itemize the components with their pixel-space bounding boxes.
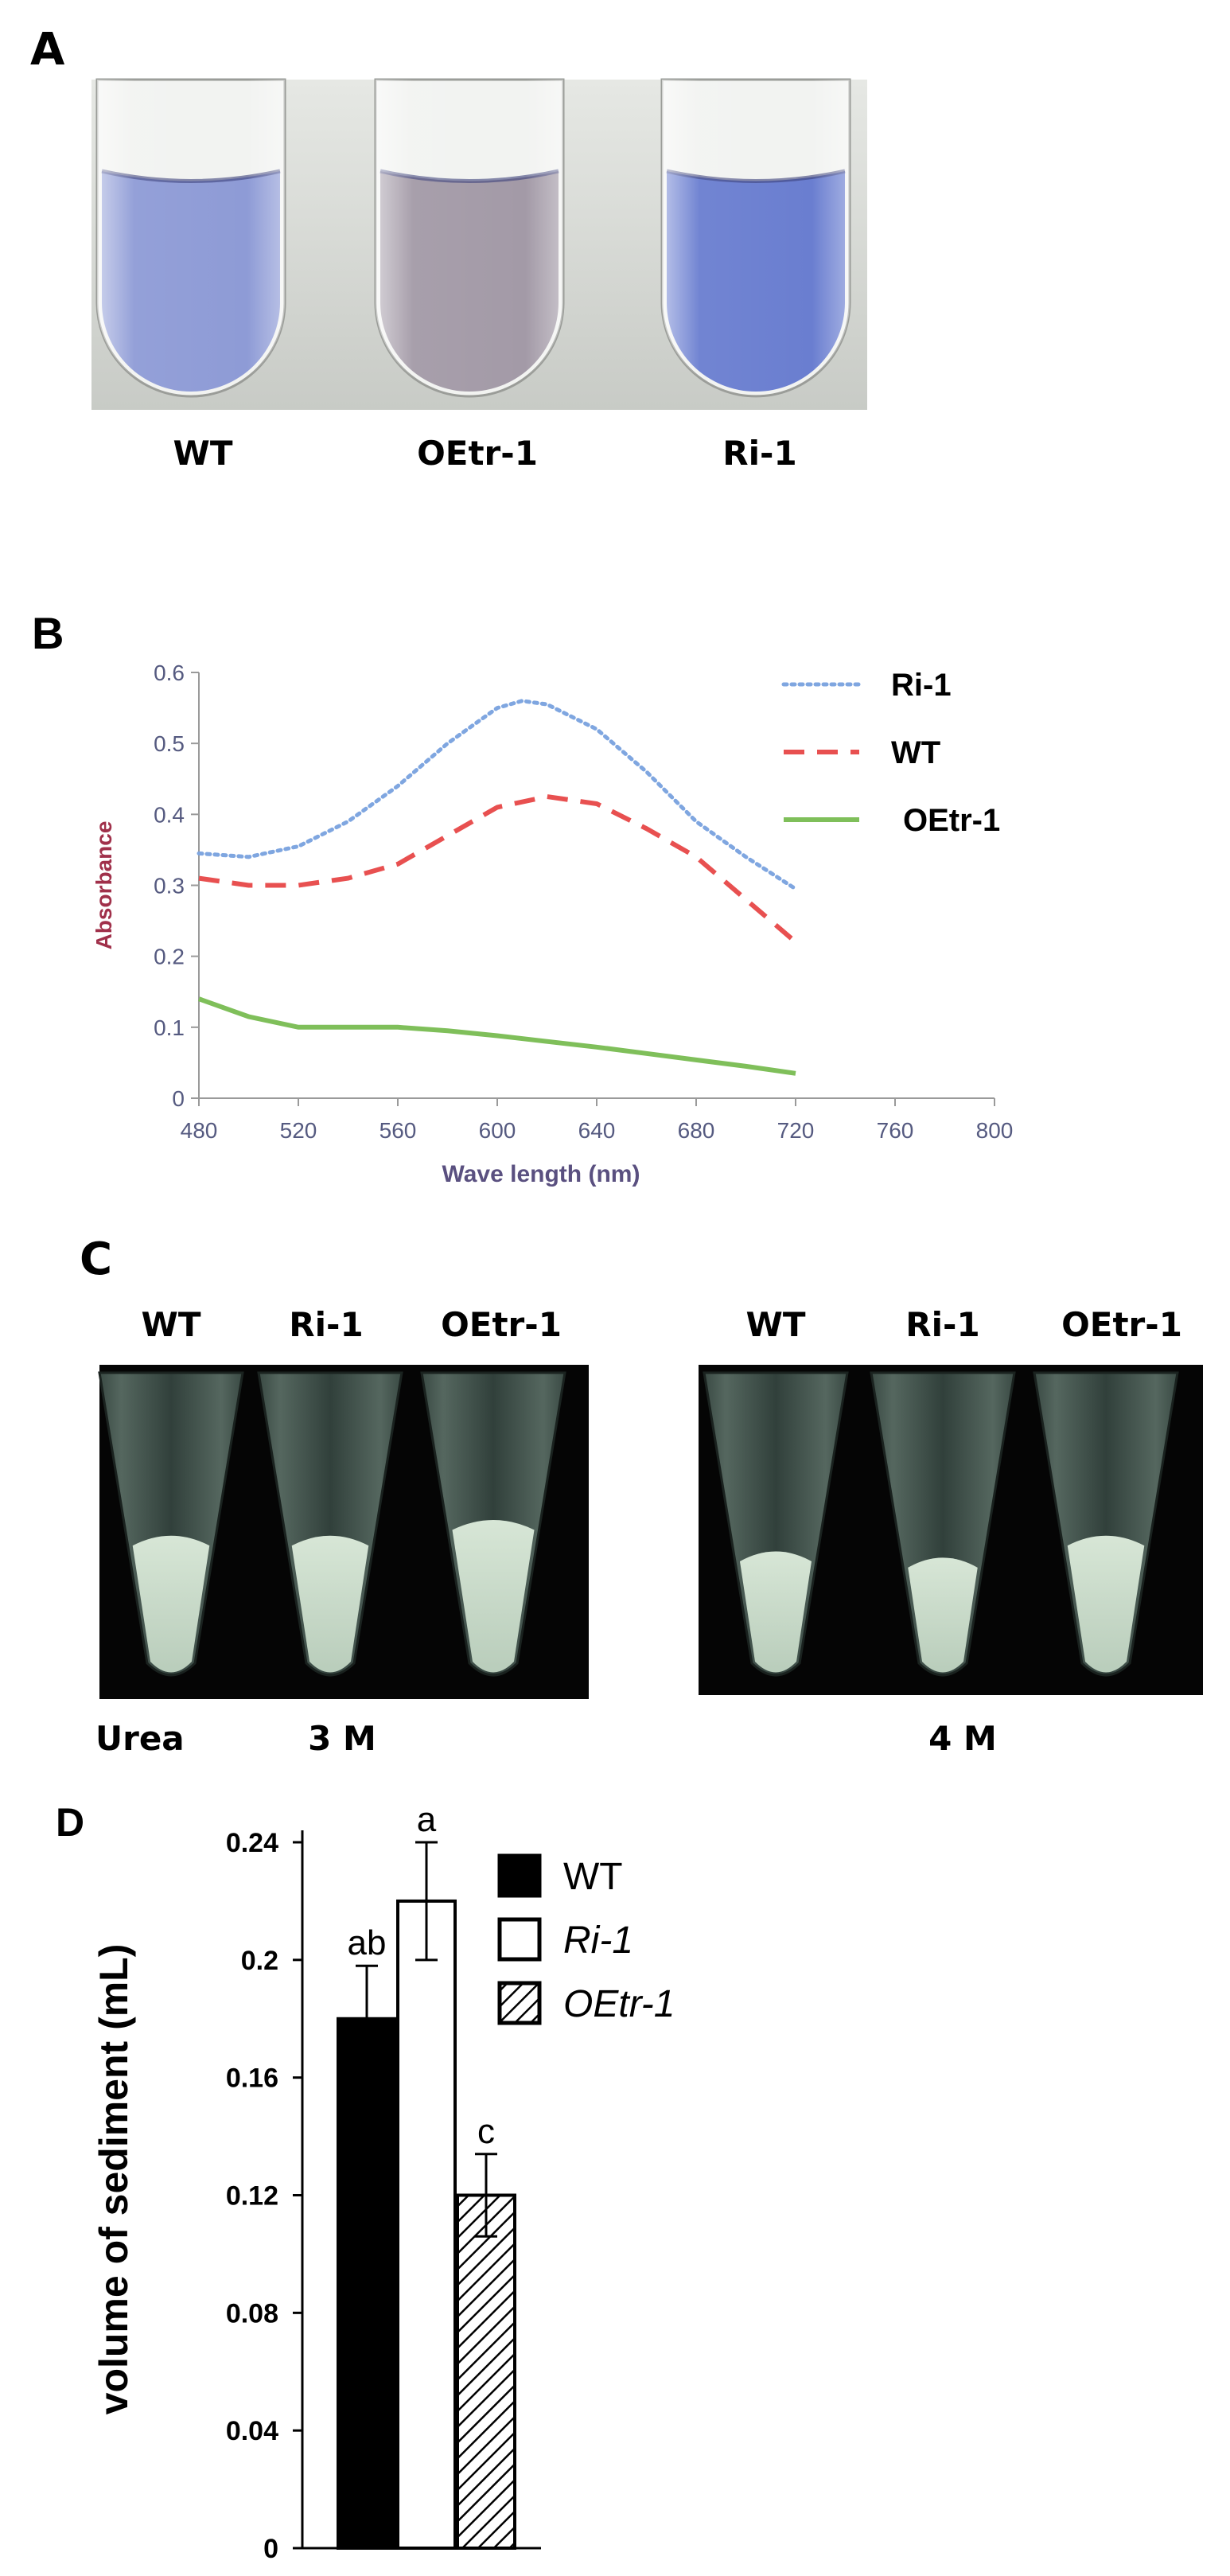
panel-d-letter: D (56, 1800, 84, 1845)
c-label-wt-2: WT (745, 1305, 806, 1344)
c-label-ri1-1: Ri-1 (289, 1305, 364, 1344)
d-significance-label: a (417, 1800, 437, 1839)
b-legend-label-ri-1: Ri-1 (891, 668, 952, 703)
d-legend-swatch-wt (497, 1853, 542, 1898)
tube-ri1 (660, 78, 851, 398)
panel-b-line-chart: B 0 0.1 0.2 0.3 0.4 0.5 0.6 480 520 560 600 640 680 7… (32, 608, 1014, 1187)
c-label-wt-1: WT (141, 1305, 201, 1344)
d-legend-label-ri-1: Ri-1 (563, 1919, 633, 1962)
d-bar-wt (337, 2017, 397, 2550)
d-y-tick-label: 0.2 (241, 1946, 278, 1976)
b-y-axis-label: Absorbance (91, 821, 116, 950)
b-y-tick-label: 0.3 (154, 874, 185, 898)
b-x-tick-label: 800 (976, 1118, 1014, 1143)
tube-wt (95, 78, 286, 398)
panel-d-bar-chart: D 0 0.04 0.08 0.12 0.16 0.2 0.24 volume of sedi… (56, 1800, 675, 2564)
panel-c-letter: C (80, 1233, 113, 1285)
d-legend-label-wt: WT (563, 1856, 623, 1898)
b-series-line-wt (198, 793, 797, 945)
b-x-tick-label: 520 (280, 1118, 317, 1143)
b-x-tick-label: 480 (181, 1118, 218, 1143)
tube-oetr1 (374, 78, 565, 398)
d-error-bar-oetr-1 (475, 2153, 497, 2238)
c-label-oetr1-2: OEtr-1 (1061, 1305, 1182, 1344)
d-significance-label: c (477, 2112, 495, 2151)
b-y-tick-label: 0 (172, 1086, 185, 1111)
d-y-axis-label: volume of sediment (mL) (91, 1944, 136, 2415)
b-x-tick-label: 560 (380, 1118, 417, 1143)
b-x-tick-label: 760 (877, 1118, 914, 1143)
d-error-bar-ri-1 (415, 1841, 438, 1962)
d-y-tick-label: 0.08 (226, 2298, 278, 2329)
d-y-tick-label: 0.04 (226, 2416, 278, 2446)
d-y-tick-label: 0 (263, 2534, 278, 2564)
d-error-bar-wt (356, 1964, 378, 2073)
b-x-tick-label: 680 (678, 1118, 715, 1143)
tube-label-wt: WT (173, 434, 233, 473)
c-tube-5 (870, 1371, 1016, 1677)
b-x-tick-label: 720 (777, 1118, 815, 1143)
b-legend-label-oetr-1: OEtr-1 (903, 803, 1000, 838)
tube-label-ri1: Ri-1 (722, 434, 797, 473)
d-y-tick-label: 0.16 (226, 2064, 278, 2094)
b-y-tick-label: 0.5 (154, 731, 185, 756)
d-legend-swatch-oetr-1 (497, 1981, 542, 2025)
c-conc-4m: 4 M (928, 1719, 997, 1758)
panel-b-letter: B (32, 608, 64, 658)
c-label-oetr1-1: OEtr-1 (441, 1305, 562, 1344)
c-tube-3 (420, 1371, 566, 1677)
b-x-tick-label: 600 (479, 1118, 516, 1143)
b-y-tick-label: 0.6 (154, 661, 185, 685)
d-significance-label: ab (348, 1923, 387, 1962)
d-bar-ri-1 (396, 1899, 457, 2550)
panel-c-photos (98, 1365, 1203, 1699)
b-y-tick-label: 0.2 (154, 945, 185, 969)
c-conc-3m: 3 M (308, 1719, 376, 1758)
d-y-tick-label: 0.24 (226, 1828, 278, 1858)
panel-a-letter: A (30, 24, 65, 76)
b-legend-label-wt: WT (891, 735, 940, 770)
b-y-tick-label: 0.1 (154, 1015, 185, 1040)
b-y-tick-label: 0.4 (154, 802, 185, 827)
b-x-tick-label: 640 (578, 1118, 616, 1143)
tube-label-oetr1: OEtr-1 (417, 434, 538, 473)
c-tube-1 (98, 1371, 244, 1677)
c-urea-label: Urea (95, 1719, 185, 1758)
b-x-axis-label: Wave length (nm) (442, 1161, 640, 1187)
d-legend-label-oetr-1: OEtr-1 (563, 1983, 675, 2025)
c-tube-2 (257, 1371, 403, 1677)
b-series-line-ri-1 (197, 699, 798, 891)
c-label-ri1-2: Ri-1 (905, 1305, 980, 1344)
d-y-tick-label: 0.12 (226, 2181, 278, 2212)
d-bar-oetr-1 (456, 2193, 516, 2550)
c-tube-6 (1033, 1371, 1179, 1677)
d-legend-swatch-ri-1 (497, 1917, 542, 1962)
c-tube-4 (703, 1371, 849, 1677)
b-series-line-oetr-1 (197, 996, 796, 1076)
panel-a-photo (91, 78, 867, 410)
